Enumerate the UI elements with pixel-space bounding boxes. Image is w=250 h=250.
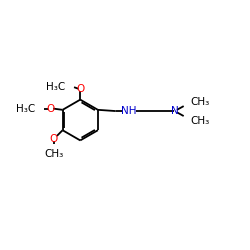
Text: CH₃: CH₃: [191, 116, 210, 126]
Text: O: O: [46, 104, 55, 114]
Text: H₃C: H₃C: [46, 82, 65, 92]
Text: N: N: [171, 106, 179, 116]
Text: CH₃: CH₃: [44, 149, 64, 159]
Text: NH: NH: [121, 106, 136, 116]
Text: CH₃: CH₃: [191, 97, 210, 107]
Text: O: O: [50, 134, 58, 144]
Text: O: O: [76, 84, 84, 94]
Text: H₃C: H₃C: [16, 104, 35, 114]
